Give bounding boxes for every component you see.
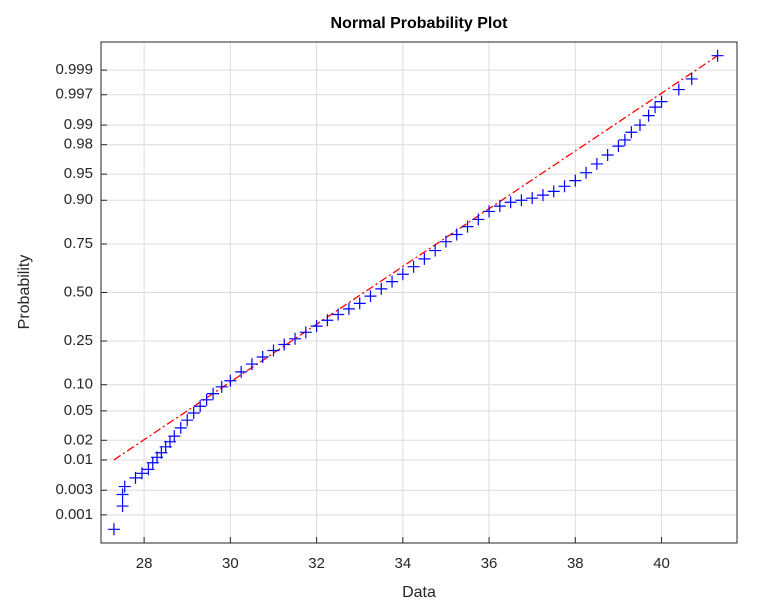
- data-point: [429, 244, 442, 257]
- y-tick-label: 0.05: [64, 402, 93, 419]
- y-tick-label: 0.95: [64, 165, 93, 182]
- data-point: [483, 205, 496, 218]
- data-point: [580, 166, 593, 179]
- data-point: [118, 480, 131, 493]
- data-point: [526, 192, 539, 205]
- x-tick-label: 40: [653, 555, 670, 572]
- data-point: [612, 140, 625, 153]
- data-point: [672, 83, 685, 96]
- y-tick-label: 0.997: [55, 86, 93, 103]
- data-point: [245, 358, 258, 371]
- data-point: [558, 180, 571, 193]
- data-point: [396, 268, 409, 281]
- x-tick-label: 38: [567, 555, 584, 572]
- data-point: [207, 387, 220, 400]
- data-point: [200, 393, 213, 406]
- data-point: [235, 365, 248, 378]
- data-point: [194, 400, 207, 413]
- data-point: [332, 308, 345, 321]
- data-point: [342, 302, 355, 315]
- x-tick-label: 32: [308, 555, 325, 572]
- data-point: [450, 228, 463, 241]
- data-point: [321, 314, 334, 327]
- x-tick-label: 34: [394, 555, 411, 572]
- data-point: [407, 260, 420, 273]
- data-point: [289, 332, 302, 345]
- y-tick-label: 0.01: [64, 451, 93, 468]
- data-point: [129, 471, 142, 484]
- data-point: [649, 101, 662, 114]
- y-tick-label: 0.50: [64, 283, 93, 300]
- y-tick-label: 0.90: [64, 191, 93, 208]
- data-point: [168, 430, 181, 443]
- data-point: [353, 297, 366, 310]
- data-point: [364, 290, 377, 303]
- y-tick-label: 0.98: [64, 136, 93, 153]
- data-point: [472, 213, 485, 226]
- data-point: [135, 467, 148, 480]
- y-axis-label: Probability: [16, 255, 33, 330]
- data-point: [107, 523, 120, 536]
- data-point: [504, 196, 517, 209]
- data-point: [618, 133, 631, 146]
- data-point: [181, 414, 194, 427]
- data-point: [267, 344, 280, 357]
- data-point: [655, 95, 668, 108]
- data-point: [439, 235, 452, 248]
- data-point: [601, 148, 614, 161]
- data-point: [590, 157, 603, 170]
- data-point: [116, 500, 129, 513]
- x-axis-label: Data: [402, 584, 436, 601]
- data-point: [386, 275, 399, 288]
- y-tick-label: 0.99: [64, 116, 93, 133]
- data-point: [418, 252, 431, 265]
- data-point: [711, 49, 724, 62]
- data-point: [310, 320, 323, 333]
- y-tick-label: 0.001: [55, 506, 93, 523]
- data-point: [461, 220, 474, 233]
- data-point: [299, 326, 312, 339]
- y-tick-label: 0.999: [55, 61, 93, 78]
- data-point: [493, 200, 506, 213]
- x-tick-label: 36: [481, 555, 498, 572]
- x-tick-label: 28: [136, 555, 153, 572]
- data-point: [536, 189, 549, 202]
- plot-frame: [100, 41, 738, 544]
- data-point: [642, 109, 655, 122]
- data-point: [142, 463, 155, 476]
- data-point: [174, 421, 187, 434]
- data-point: [633, 119, 646, 132]
- y-tick-label: 0.003: [55, 481, 93, 498]
- data-point: [116, 488, 129, 501]
- data-point: [685, 72, 698, 85]
- data-point: [256, 351, 269, 364]
- y-tick-label: 0.75: [64, 235, 93, 252]
- data-point: [547, 185, 560, 198]
- y-tick-label: 0.25: [64, 332, 93, 349]
- reference-line: [113, 55, 718, 461]
- data-point: [375, 282, 388, 295]
- chart-title: Normal Probability Plot: [331, 15, 509, 32]
- x-tick-label: 30: [222, 555, 239, 572]
- data-point: [224, 374, 237, 387]
- data-point: [625, 126, 638, 139]
- data-point: [278, 338, 291, 351]
- data-point: [569, 174, 582, 187]
- data-point: [215, 380, 228, 393]
- y-tick-label: 0.10: [64, 376, 93, 393]
- data-point: [515, 194, 528, 207]
- data-point: [187, 407, 200, 420]
- y-tick-label: 0.02: [64, 431, 93, 448]
